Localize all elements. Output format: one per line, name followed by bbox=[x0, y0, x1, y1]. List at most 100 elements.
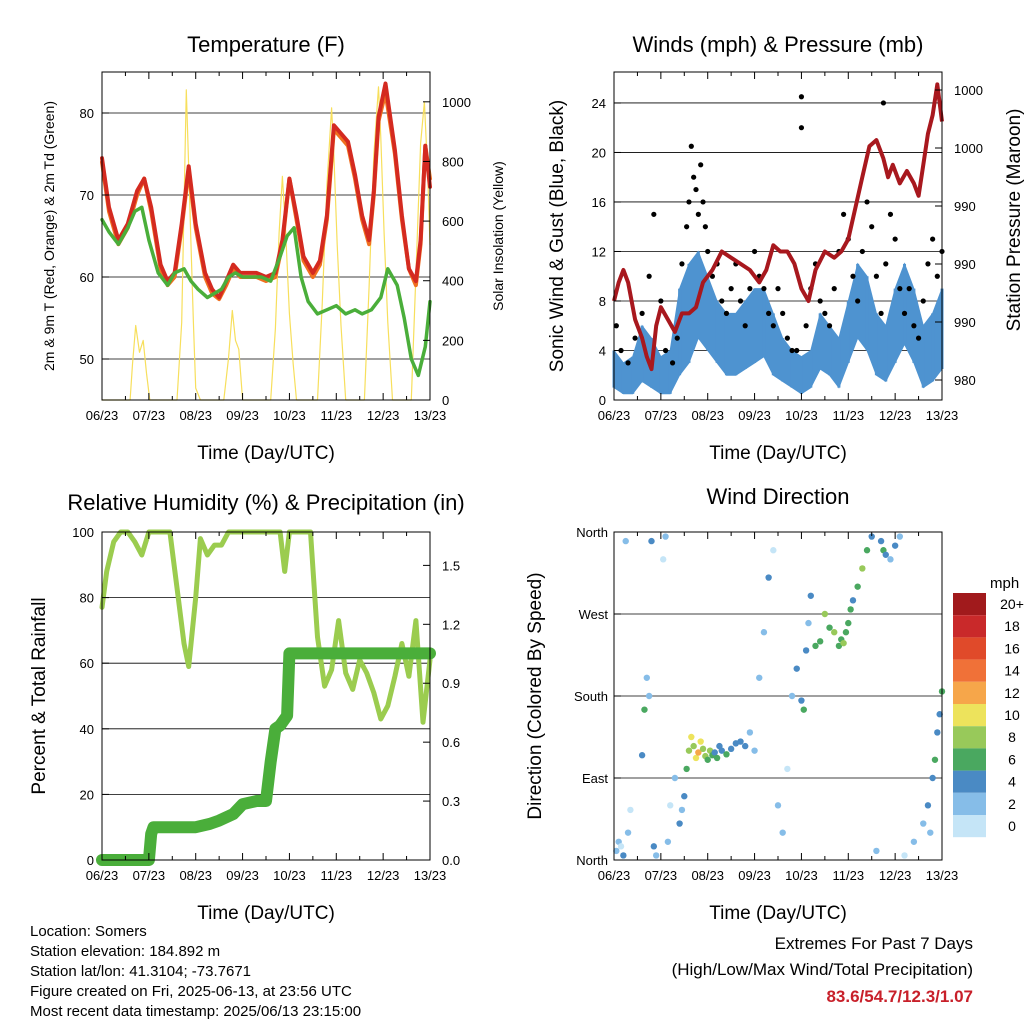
x-tick-label: 13/23 bbox=[926, 868, 959, 883]
gust-point bbox=[780, 310, 786, 316]
y-tick-label: West bbox=[579, 607, 609, 622]
x-tick-label: 11/23 bbox=[320, 868, 352, 883]
y2-tick-label: 0.3 bbox=[442, 794, 460, 809]
direction-legend-title: mph bbox=[990, 575, 1019, 592]
gust-point bbox=[639, 310, 645, 316]
gust-point bbox=[920, 298, 926, 304]
direction-point bbox=[896, 533, 904, 540]
direction-point bbox=[697, 738, 704, 745]
direction-point bbox=[617, 843, 625, 850]
winds-title: Winds (mph) & Pressure (mb) bbox=[633, 32, 924, 57]
x-tick-label: 11/23 bbox=[832, 868, 864, 883]
winds-panel: 0 4 8 12 16 20 24 980 990 990 990 1000 1000 06/23 07/2… bbox=[547, 32, 1024, 464]
gust-point bbox=[878, 310, 884, 316]
y2-tick-label: 980 bbox=[954, 373, 976, 388]
pressure-line bbox=[612, 82, 944, 372]
direction-point bbox=[664, 838, 672, 845]
gust-point bbox=[817, 298, 823, 304]
legend-swatch bbox=[953, 704, 986, 727]
direction-point bbox=[901, 852, 908, 859]
x-tick-label: 09/23 bbox=[738, 868, 771, 883]
gust-point bbox=[742, 323, 748, 329]
gust-point bbox=[662, 347, 669, 354]
direction-point bbox=[845, 619, 852, 627]
direction-point bbox=[770, 547, 777, 554]
humidity-plot-area bbox=[102, 532, 430, 860]
gust-point bbox=[873, 273, 880, 279]
x-tick-label: 08/23 bbox=[691, 408, 724, 423]
direction-point bbox=[863, 547, 871, 554]
direction-point bbox=[805, 619, 812, 627]
x-tick-label: 06/23 bbox=[86, 868, 119, 883]
legend-label: 4 bbox=[1008, 774, 1016, 790]
gust-point bbox=[695, 211, 701, 217]
direction-point bbox=[704, 756, 711, 763]
y-tick-label: 40 bbox=[80, 722, 94, 737]
x-tick-label: 09/23 bbox=[226, 408, 259, 423]
gust-point bbox=[892, 236, 898, 242]
gust-point bbox=[831, 286, 837, 292]
direction-series bbox=[613, 533, 946, 859]
gust-point bbox=[700, 199, 706, 205]
direction-point bbox=[924, 802, 932, 809]
y-tick-label: 20 bbox=[80, 787, 94, 802]
humidity-xlabel: Time (Day/UTC) bbox=[197, 903, 335, 924]
direction-point bbox=[678, 806, 686, 814]
direction-point bbox=[760, 629, 768, 636]
direction-point bbox=[681, 793, 688, 800]
extremes-values: 83.6/54.7/12.3/1.07 bbox=[826, 987, 973, 1006]
x-tick-label: 09/23 bbox=[738, 408, 771, 423]
direction-ylabel-left: Direction (Colored By Speed) bbox=[525, 572, 546, 819]
direction-point bbox=[622, 537, 629, 545]
direction-point bbox=[793, 665, 800, 672]
direction-point bbox=[660, 556, 667, 563]
direction-point bbox=[641, 706, 648, 713]
gust-point bbox=[719, 298, 725, 304]
y2-tick-label: 600 bbox=[442, 214, 464, 229]
info-recent: Most recent data timestamp: 2025/06/13 2… bbox=[30, 1003, 362, 1020]
direction-point bbox=[873, 847, 880, 855]
direction-point bbox=[798, 697, 805, 704]
gust-point bbox=[723, 310, 730, 316]
direction-point bbox=[737, 738, 744, 745]
y-tick-label: 16 bbox=[592, 195, 606, 210]
legend-swatch bbox=[953, 815, 986, 838]
direction-grid bbox=[614, 613, 942, 779]
legend-swatch bbox=[953, 748, 986, 771]
gust-point bbox=[632, 335, 638, 341]
gust-point bbox=[822, 310, 828, 316]
y-tick-label: 70 bbox=[80, 188, 94, 203]
direction-point bbox=[648, 537, 655, 545]
gust-point bbox=[934, 273, 940, 279]
info-latlon: Station lat/lon: 41.3104; -73.7671 bbox=[30, 963, 252, 980]
winds-ticks: 0 4 8 12 16 20 24 980 990 990 990 1000 1000 06/23 07/2… bbox=[592, 72, 983, 423]
direction-point bbox=[788, 692, 796, 700]
gust-point bbox=[798, 125, 805, 131]
direction-point bbox=[842, 629, 850, 636]
direction-point bbox=[831, 629, 838, 636]
direction-point bbox=[746, 729, 754, 736]
gust-point bbox=[669, 360, 676, 366]
direction-point bbox=[877, 537, 885, 545]
legend-label: 10 bbox=[1004, 707, 1020, 723]
y-tick-label: 80 bbox=[80, 591, 94, 606]
temperature-plot-area bbox=[102, 72, 430, 400]
direction-point bbox=[667, 802, 674, 809]
y2-tick-label: 0 bbox=[442, 393, 449, 408]
direction-point bbox=[683, 765, 690, 773]
direction-point bbox=[927, 829, 934, 836]
direction-legend: 20+ 18 16 14 12 10 8 6 4 2 0 bbox=[953, 593, 1024, 838]
gust-point bbox=[693, 186, 699, 193]
x-tick-label: 07/23 bbox=[133, 408, 166, 423]
gust-point bbox=[880, 100, 887, 106]
precip-line bbox=[96, 647, 436, 866]
direction-point bbox=[638, 752, 646, 759]
direction-point bbox=[765, 574, 772, 581]
gust-point bbox=[691, 174, 697, 180]
legend-label: 6 bbox=[1008, 751, 1016, 767]
direction-point bbox=[699, 745, 707, 753]
direction-title: Wind Direction bbox=[706, 484, 849, 509]
y-tick-label: 60 bbox=[80, 656, 94, 671]
x-tick-label: 06/23 bbox=[598, 868, 631, 883]
temperature-title: Temperature (F) bbox=[187, 32, 345, 57]
